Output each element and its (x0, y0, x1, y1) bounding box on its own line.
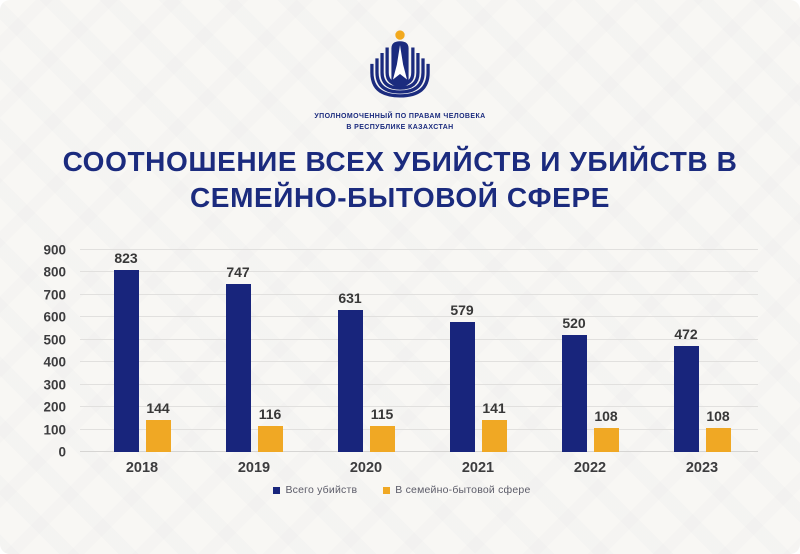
bar-column: 579 (449, 250, 475, 452)
bar-2020 (337, 310, 363, 452)
logo-org-name-line2: В РЕСПУБЛИКЕ КАЗАХСТАН (346, 124, 454, 132)
bar-group-2022: 520 108 2022 (534, 250, 646, 476)
bar-2018 (113, 270, 139, 452)
bar-group-2021: 579 141 2021 (422, 250, 534, 476)
gridline (80, 271, 758, 273)
bar-column: 115 (369, 250, 395, 452)
gridline (80, 361, 758, 363)
page-title-line2: СЕМЕЙНО-БЫТОВОЙ СФЕРЕ (189, 181, 611, 213)
bars-layer: 823 144 2018 747 116 2019 631 115 2020 579 141 2021… (86, 250, 758, 476)
bar-value-label: 747 (226, 264, 250, 281)
bar-value-label: 144 (146, 399, 170, 416)
bar-2022 (593, 427, 619, 452)
bar-group-2019: 747 116 2019 (198, 250, 310, 476)
bar-column: 116 (257, 250, 283, 452)
y-axis-tick-label: 600 (43, 309, 66, 325)
y-axis-tick-label: 0 (58, 444, 66, 460)
bar-pair: 823 144 (86, 250, 198, 452)
bar-group-2018: 823 144 2018 (86, 250, 198, 476)
y-axis-tick-label: 100 (43, 422, 66, 438)
bar-2021 (481, 420, 507, 452)
bar-2018 (145, 419, 171, 452)
bar-column: 108 (705, 250, 731, 452)
bar-group-2020: 631 115 2020 (310, 250, 422, 476)
bar-chart: 0 100 200 300 400 500 600 700 800 900 823 144 2018 7… (43, 243, 758, 496)
y-axis-tick-label: 300 (43, 377, 66, 393)
bar-2019 (225, 284, 251, 452)
logo-org-name: УПОЛНОМОЧЕННЫЙ ПО ПРАВАМ ЧЕЛОВЕКА В РЕСП… (0, 111, 800, 133)
x-axis-label-2023: 2023 (685, 460, 719, 476)
y-axis-tick-label: 800 (43, 264, 66, 280)
person-figure-icon (392, 45, 408, 80)
chart-legend: Всего убийств В семейно-бытовой сфере (46, 484, 758, 496)
bar-group-2023: 472 108 2023 (646, 250, 758, 476)
gridline (80, 428, 758, 430)
emblem-arcs (370, 47, 430, 98)
bar-pair: 631 115 (310, 250, 422, 452)
bar-column: 108 (593, 250, 619, 452)
x-axis-label-2020: 2020 (349, 460, 383, 476)
legend-label: Всего убийств (285, 484, 358, 496)
x-axis-label-2022: 2022 (573, 460, 607, 476)
bar-pair: 747 116 (198, 250, 310, 452)
gridline (80, 316, 758, 318)
bar-column: 472 (673, 250, 699, 452)
bar-2020 (369, 426, 395, 452)
bar-column: 823 (113, 250, 139, 452)
bar-value-label: 823 (114, 250, 138, 266)
logo-org-name-line1: УПОЛНОМОЧЕННЫЙ ПО ПРАВАМ ЧЕЛОВЕКА (314, 113, 486, 120)
gridline (80, 451, 758, 452)
bar-pair: 472 108 (646, 250, 758, 452)
bar-2023 (705, 427, 731, 452)
bar-2019 (257, 425, 283, 452)
logo: УПОЛНОМОЧЕННЫЙ ПО ПРАВАМ ЧЕЛОВЕКА В РЕСП… (0, 28, 800, 133)
gridline (80, 406, 758, 408)
bar-value-label: 115 (370, 406, 394, 423)
x-axis-label-2018: 2018 (125, 460, 159, 476)
y-axis-tick-label: 500 (43, 332, 66, 348)
page-title-line1: СООТНОШЕНИЕ ВСЕХ УБИЙСТВ И УБИЙСТВ В (62, 146, 738, 177)
bar-column: 520 (561, 250, 587, 452)
y-axis-tick-label: 700 (43, 287, 66, 303)
x-axis-label-2019: 2019 (237, 460, 271, 476)
bar-value-label: 631 (338, 290, 362, 307)
page-title: СООТНОШЕНИЕ ВСЕХ УБИЙСТВ И УБИЙСТВ В СЕМ… (0, 144, 800, 215)
x-axis-label-2021: 2021 (461, 460, 495, 476)
legend-swatch (383, 486, 391, 494)
bar-2021 (449, 322, 475, 452)
bar-value-label: 108 (594, 407, 618, 424)
gridline (80, 249, 758, 250)
y-axis-tick-label: 200 (43, 399, 66, 415)
bar-value-label: 520 (562, 315, 586, 332)
bar-column: 631 (337, 250, 363, 452)
bar-2023 (673, 346, 699, 452)
bar-column: 747 (225, 250, 251, 452)
bar-column: 144 (145, 250, 171, 452)
bar-column: 141 (481, 250, 507, 452)
y-axis-tick-label: 900 (43, 242, 66, 258)
bar-value-label: 108 (706, 407, 730, 424)
bar-2022 (561, 335, 587, 452)
y-axis: 0 100 200 300 400 500 600 700 800 900 (34, 243, 76, 460)
gridline (80, 383, 758, 385)
bar-value-label: 579 (450, 302, 474, 319)
bar-value-label: 472 (674, 326, 698, 343)
gridline (80, 338, 758, 340)
legend-item: Всего убийств (273, 484, 357, 496)
gridline (80, 293, 758, 295)
bar-value-label: 116 (258, 405, 282, 422)
legend-item: В семейно-бытовой сфере (383, 484, 530, 496)
legend-label: В семейно-бытовой сфере (395, 484, 531, 496)
y-axis-tick-label: 400 (43, 354, 66, 370)
bar-value-label: 141 (482, 400, 506, 417)
ombudsman-emblem-icon (370, 30, 430, 98)
legend-swatch (273, 486, 281, 494)
bar-pair: 520 108 (534, 250, 646, 452)
bar-pair: 579 141 (422, 250, 534, 452)
sun-circle-icon (395, 30, 405, 40)
